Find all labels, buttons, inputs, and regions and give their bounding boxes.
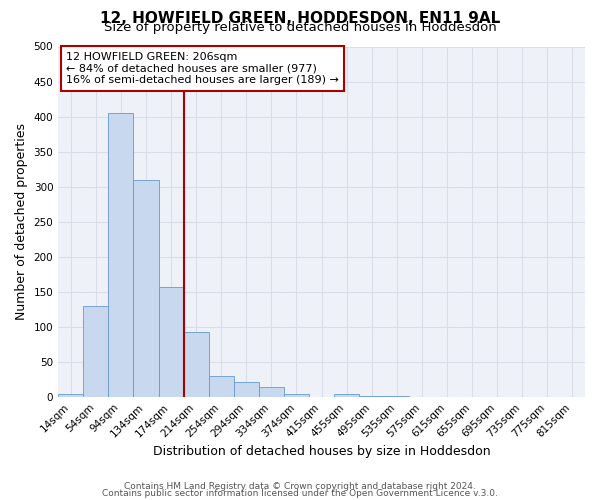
Text: 12 HOWFIELD GREEN: 206sqm
← 84% of detached houses are smaller (977)
16% of semi: 12 HOWFIELD GREEN: 206sqm ← 84% of detac… (66, 52, 339, 85)
Bar (359, 396, 385, 397)
Bar (83, 306, 109, 397)
Bar (109, 113, 133, 397)
Bar (385, 396, 409, 397)
Bar (58, 394, 83, 397)
Text: Contains HM Land Registry data © Crown copyright and database right 2024.: Contains HM Land Registry data © Crown c… (124, 482, 476, 491)
Bar (234, 382, 259, 397)
Y-axis label: Number of detached properties: Number of detached properties (15, 124, 28, 320)
Bar (133, 180, 158, 397)
Bar (209, 376, 234, 397)
Bar (184, 332, 209, 397)
Bar (485, 396, 510, 397)
X-axis label: Distribution of detached houses by size in Hoddesdon: Distribution of detached houses by size … (153, 444, 490, 458)
Text: Contains public sector information licensed under the Open Government Licence v.: Contains public sector information licen… (102, 488, 498, 498)
Bar (259, 388, 284, 397)
Bar (284, 394, 309, 397)
Bar (560, 396, 585, 397)
Bar (334, 394, 359, 397)
Bar (158, 287, 184, 397)
Text: 12, HOWFIELD GREEN, HODDESDON, EN11 9AL: 12, HOWFIELD GREEN, HODDESDON, EN11 9AL (100, 11, 500, 26)
Text: Size of property relative to detached houses in Hoddesdon: Size of property relative to detached ho… (104, 21, 496, 34)
